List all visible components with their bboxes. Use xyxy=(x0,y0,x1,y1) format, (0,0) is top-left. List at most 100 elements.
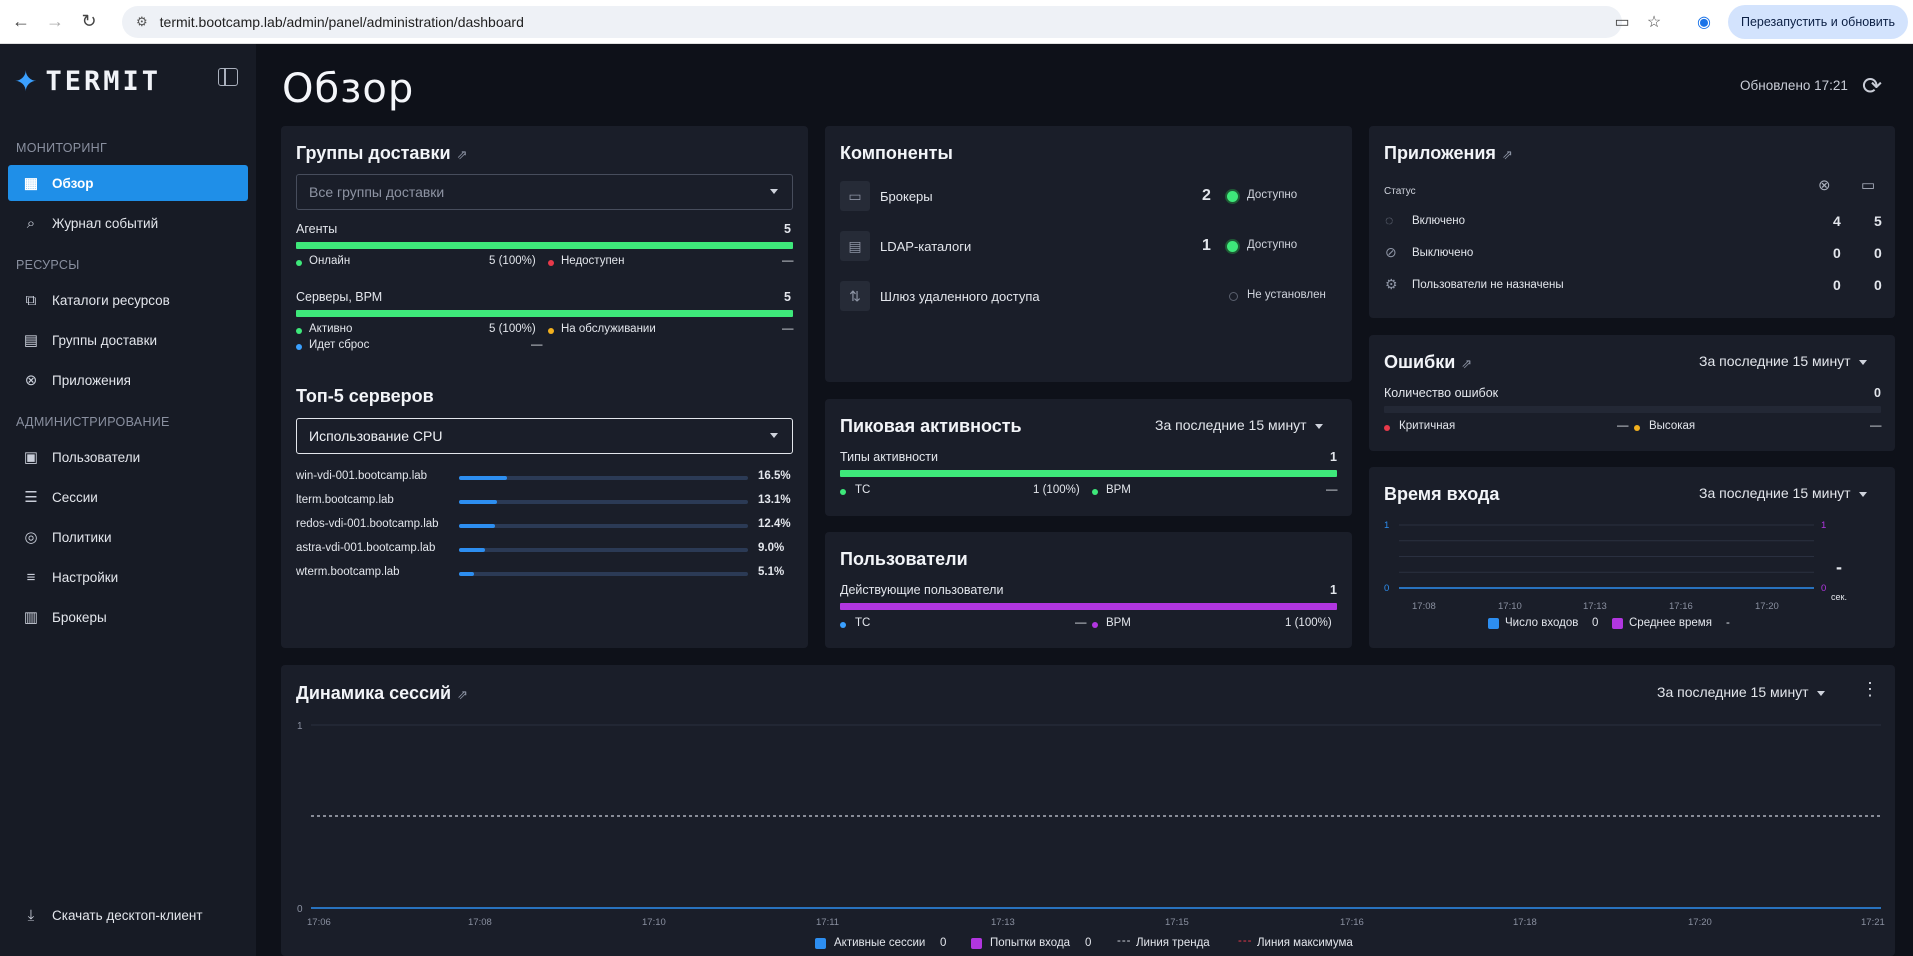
sidebar-item-label: Каталоги ресурсов xyxy=(52,292,170,308)
high-value: — xyxy=(1870,420,1882,432)
sidebar-item-label: Политики xyxy=(52,529,112,545)
activity-types-count: 1 xyxy=(1330,450,1337,464)
critical-label: Критичная xyxy=(1399,420,1456,432)
sidebar-item-policies[interactable]: ◎ Политики xyxy=(8,519,248,555)
relaunch-button[interactable]: Перезапустить и обновить xyxy=(1728,5,1908,39)
broker-icon: ▭ xyxy=(840,181,870,211)
sidebar-item-delivery-groups[interactable]: ▤ Группы доставки xyxy=(8,322,248,358)
event-log-icon: ⌕ xyxy=(26,214,36,232)
back-icon[interactable]: ← xyxy=(12,11,30,31)
sidebar-item-label: Пользователи xyxy=(52,449,141,465)
bookmark-star-icon[interactable]: ☆ xyxy=(1646,14,1662,31)
vrm-dot xyxy=(1092,622,1098,628)
sidebar-item-sessions[interactable]: ☰ Сессии xyxy=(8,479,248,515)
sidebar-item-event-log[interactable]: ⌕ Журнал событий xyxy=(8,205,248,241)
sidebar-item-label: Сессии xyxy=(52,489,98,505)
delivery-group-select[interactable]: Все группы доставки xyxy=(296,174,793,210)
x-tick-label: 17:10 xyxy=(1498,601,1522,612)
active-value: 5 (100%) xyxy=(489,323,536,335)
sidebar-item-users[interactable]: ▣ Пользователи xyxy=(8,439,248,475)
x-tick-label: 17:21 xyxy=(1861,917,1885,928)
component-count: 1 xyxy=(1202,237,1211,254)
sidebar-item-brokers[interactable]: ▥ Брокеры xyxy=(8,599,248,635)
x-tick-label: 17:08 xyxy=(1412,601,1436,612)
cpu-usage-value: 12.4% xyxy=(758,518,791,530)
install-app-icon[interactable]: ▭ xyxy=(1614,14,1630,31)
legend-trend-swatch: --- xyxy=(1117,935,1132,947)
address-bar[interactable]: ⚙ termit.bootcamp.lab/admin/panel/admini… xyxy=(122,6,1622,38)
profile-icon[interactable]: ◉ xyxy=(1697,14,1711,31)
chevron-down-icon xyxy=(770,433,778,438)
section-resources: РЕСУРСЫ xyxy=(16,258,80,272)
x-tick-label: 17:06 xyxy=(307,917,331,928)
sidebar-item-settings[interactable]: ≡ Настройки xyxy=(8,559,248,595)
server-name[interactable]: redos-vdi-001.bootcamp.lab xyxy=(296,518,439,530)
activity-bar xyxy=(840,470,1337,477)
server-name[interactable]: astra-vdi-001.bootcamp.lab xyxy=(296,542,436,554)
chevron-down-icon xyxy=(1816,690,1825,696)
gateway-icon: ⇅ xyxy=(840,281,870,311)
legend-max-label: Линия максимума xyxy=(1257,937,1353,949)
period-select[interactable]: За последние 15 минут xyxy=(1155,417,1323,433)
server-name[interactable]: lterm.bootcamp.lab xyxy=(296,494,394,506)
disabled-label: Выключено xyxy=(1412,247,1474,259)
server-name[interactable]: win-vdi-001.bootcamp.lab xyxy=(296,470,428,482)
sidebar-item-resource-catalogs[interactable]: ⧉ Каталоги ресурсов xyxy=(8,282,248,318)
delivery-groups-icon: ▤ xyxy=(23,332,39,349)
cpu-usage-fill xyxy=(459,572,474,576)
unavailable-value: — xyxy=(782,255,794,267)
login-time-title: Время входа xyxy=(1384,484,1500,504)
online-label: Онлайн xyxy=(309,255,351,267)
tc-dot xyxy=(840,489,846,495)
external-link-icon[interactable]: ⇗ xyxy=(456,147,468,162)
active-users-count: 1 xyxy=(1330,583,1337,597)
vrm-label: ВРМ xyxy=(1106,484,1131,496)
delivery-groups-title[interactable]: Группы доставки ⇗ xyxy=(296,143,468,163)
avg-login-unit: сек. xyxy=(1831,592,1847,602)
maintenance-value: — xyxy=(782,323,794,335)
chevron-down-icon xyxy=(1314,423,1323,429)
external-link-icon[interactable]: ⇗ xyxy=(457,687,469,702)
server-name[interactable]: wterm.bootcamp.lab xyxy=(296,566,400,578)
servers-count: 5 xyxy=(784,290,791,304)
reset-dot xyxy=(296,344,302,350)
delivery-groups-card: Группы доставки ⇗ Все группы доставки Аге… xyxy=(281,126,808,648)
legend-active-value: 0 xyxy=(940,937,947,949)
sidebar-item-applications[interactable]: ⊗ Приложения xyxy=(8,362,248,398)
metric-select[interactable]: Использование CPU xyxy=(296,418,793,454)
agents-count: 5 xyxy=(784,222,791,236)
legend-logins-swatch xyxy=(1488,618,1499,629)
logo[interactable]: ✦ TERMIT xyxy=(14,66,161,97)
forward-icon[interactable]: → xyxy=(46,11,64,31)
critical-dot xyxy=(1384,425,1390,431)
external-link-icon[interactable]: ⇗ xyxy=(1501,147,1513,162)
tc-value: — xyxy=(1075,617,1087,629)
sidebar-item-overview[interactable]: ▦ Обзор xyxy=(8,165,248,201)
sessions-dynamics-card: Динамика сессий ⇗ За последние 15 минут ⋮… xyxy=(281,665,1895,956)
sidebar: ✦ TERMIT МОНИТОРИНГ ▦ Обзор ⌕ Журнал соб… xyxy=(0,44,256,956)
errors-title[interactable]: Ошибки ⇗ xyxy=(1384,352,1473,372)
external-link-icon[interactable]: ⇗ xyxy=(1461,356,1473,371)
refresh-icon[interactable]: ⟳ xyxy=(1862,73,1883,100)
cpu-usage-track xyxy=(459,548,748,552)
download-client-link[interactable]: ⤓ Скачать десктоп-клиент xyxy=(8,897,248,933)
section-monitoring: МОНИТОРИНГ xyxy=(16,141,108,155)
collapse-sidebar-icon[interactable] xyxy=(218,68,238,86)
legend-attempts-label: Попытки входа xyxy=(990,937,1071,949)
reload-icon[interactable]: ↻ xyxy=(81,11,97,31)
peak-activity-title: Пиковая активность xyxy=(840,416,1022,436)
section-administration: АДМИНИСТРИРОВАНИЕ xyxy=(16,415,170,429)
applications-title[interactable]: Приложения ⇗ xyxy=(1384,143,1513,163)
sessions-title[interactable]: Динамика сессий ⇗ xyxy=(296,683,469,703)
period-select[interactable]: За последние 15 минут xyxy=(1657,684,1825,700)
cpu-usage-value: 16.5% xyxy=(758,470,791,482)
unassigned-label: Пользователи не назначены xyxy=(1412,279,1564,291)
site-info-icon[interactable]: ⚙ xyxy=(136,14,148,29)
more-menu-icon[interactable]: ⋮ xyxy=(1861,679,1879,699)
component-status: Не установлен xyxy=(1247,289,1326,301)
x-tick-label: 17:15 xyxy=(1165,917,1189,928)
period-select[interactable]: За последние 15 минут xyxy=(1699,485,1867,501)
legend-avg-label: Среднее время xyxy=(1629,617,1712,629)
period-select[interactable]: За последние 15 минут xyxy=(1699,353,1867,369)
disabled-desktops: 0 xyxy=(1874,245,1882,261)
